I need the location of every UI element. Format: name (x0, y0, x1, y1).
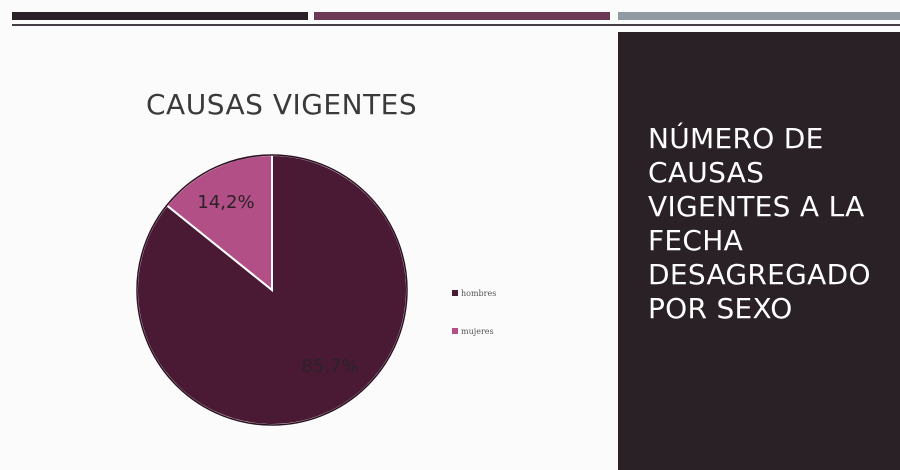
pie-outline (136, 154, 408, 426)
legend-label-mujeres: mujeres (461, 327, 494, 336)
header-bar-dark (12, 12, 308, 20)
data-label-mujeres: 14,2% (197, 192, 254, 213)
side-panel-text: NÚMERO DE CAUSAS VIGENTES A LA FECHA DES… (648, 122, 871, 325)
chart-title: CAUSAS VIGENTES (146, 88, 418, 121)
header-rule (12, 24, 900, 26)
legend-swatch-hombres (452, 290, 458, 296)
pie-chart: 85,7% 14,2% hombres mujeres (136, 153, 496, 426)
side-panel: NÚMERO DE CAUSAS VIGENTES A LA FECHA DES… (618, 32, 900, 470)
header-bar-gray (618, 12, 900, 20)
legend-label-hombres: hombres (461, 289, 496, 298)
legend-swatch-mujeres (452, 328, 458, 334)
header-bar-plum (314, 12, 610, 20)
data-label-hombres: 85,7% (301, 356, 358, 377)
